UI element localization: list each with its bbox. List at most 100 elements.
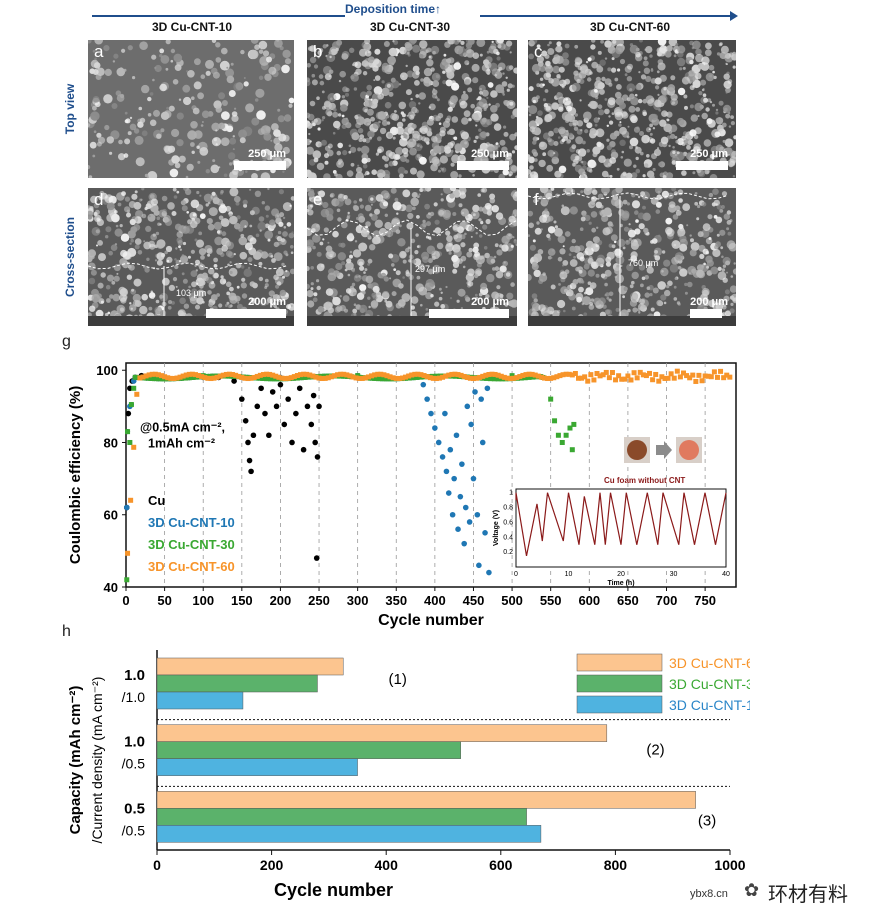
cnt10-marker	[486, 569, 492, 576]
cnt10-marker	[470, 475, 477, 482]
x-tick-label: 600	[578, 593, 600, 608]
cnt30-marker	[555, 432, 561, 438]
cnt60-marker	[341, 371, 347, 377]
cnt60-marker	[393, 375, 399, 381]
cnt60-marker	[594, 370, 600, 376]
x-tick-label: 100	[192, 593, 214, 608]
cnt60-marker	[535, 373, 541, 379]
x-tick-label: 600	[489, 857, 513, 873]
cu-marker	[250, 432, 257, 439]
cnt60-marker	[708, 374, 714, 380]
cnt60-marker	[483, 372, 489, 378]
cu-marker	[296, 385, 303, 392]
panel-g-tag: g	[62, 333, 71, 350]
watermark: ybx8.cn ✿ 环材有料	[690, 874, 870, 914]
cnt10-marker	[474, 511, 481, 518]
cnt60-marker	[233, 372, 239, 378]
cnt30-marker	[484, 375, 490, 381]
cnt10-marker	[435, 439, 442, 446]
cu-marker	[246, 457, 253, 464]
cnt60-marker	[656, 378, 662, 384]
cnt60-marker	[267, 371, 273, 377]
arrow-right-icon	[656, 441, 672, 459]
cnt60-marker	[449, 371, 455, 377]
cnt60-marker	[613, 377, 619, 383]
cnt60-marker	[226, 371, 232, 377]
cnt60-marker	[381, 372, 387, 378]
cnt30-marker	[298, 375, 304, 381]
group-current-label: /0.5	[122, 756, 146, 772]
inset-x-tick-label: 40	[722, 571, 730, 578]
cnt60-marker	[223, 371, 229, 377]
cnt30-marker	[128, 402, 134, 408]
x-tick-label: 450	[463, 593, 485, 608]
cnt60-marker	[548, 375, 554, 381]
cnt60-marker	[436, 375, 442, 381]
cnt30-marker	[487, 376, 493, 382]
cnt60-marker	[260, 372, 266, 378]
cnt60-marker	[640, 372, 646, 378]
cnt30-marker	[186, 375, 192, 381]
column-title-cnt60: 3D Cu-CNT-60	[589, 20, 670, 34]
cnt60-marker	[609, 370, 615, 376]
scale-bar-label: 250 μm	[248, 148, 286, 160]
cnt60-marker	[415, 371, 421, 377]
inset-y-axis-label: Voltage (V)	[493, 510, 500, 546]
cnt10-marker	[462, 504, 469, 511]
cnt60-marker	[180, 373, 186, 379]
inset-y-tick-label: 0.4	[503, 534, 513, 541]
cnt10-marker	[439, 454, 446, 460]
cnt30-marker	[509, 373, 515, 379]
legend-entry: Cu	[148, 493, 165, 508]
sem-panel-letter: f	[534, 190, 539, 209]
cnt30-marker	[563, 432, 569, 438]
cu-marker	[293, 410, 299, 417]
x-tick-label: 50	[157, 593, 171, 608]
x-tick-label: 400	[375, 857, 399, 873]
cnt10-marker	[442, 410, 448, 417]
scale-bar: 200 μm	[429, 296, 509, 318]
cnt60-marker	[489, 371, 495, 377]
x-tick-label: 200	[270, 593, 292, 608]
bar-cnt30	[156, 808, 527, 826]
column-title-cnt10: 3D Cu-CNT-10	[151, 20, 232, 34]
cnt60-marker	[375, 371, 381, 377]
cnt60-marker	[338, 371, 344, 377]
cnt60-marker	[727, 374, 733, 380]
cnt60-marker	[699, 378, 705, 384]
condition-annotation-line2: 1mAh cm⁻²	[148, 437, 215, 451]
cu-marker	[310, 392, 317, 399]
cnt60-marker	[378, 371, 384, 377]
cnt60-marker	[538, 374, 544, 380]
cnt60-marker	[714, 374, 720, 380]
sem-panel-letter: e	[313, 190, 323, 209]
y-axis-label: Coulombic efficiency (%)	[67, 386, 84, 564]
deposition-arrow	[92, 11, 738, 21]
cnt60-marker	[362, 375, 368, 381]
cnt60-marker	[579, 375, 585, 381]
cu-marker	[239, 396, 245, 402]
cnt60-marker	[322, 375, 328, 381]
cnt60-marker	[251, 374, 257, 380]
cnt60-marker	[680, 370, 686, 376]
legend-swatch	[576, 674, 663, 693]
cnt60-marker	[331, 373, 337, 379]
cnt60-marker	[430, 375, 436, 381]
scale-bar-line	[234, 161, 286, 170]
legend-entry: 3D Cu-CNT-30	[148, 537, 235, 552]
cnt60-marker	[433, 376, 439, 382]
cnt60-marker	[254, 373, 260, 379]
cnt10-marker	[466, 519, 473, 525]
cnt60-marker	[310, 373, 316, 379]
cnt60-marker	[643, 373, 649, 379]
cnt60-marker	[718, 368, 724, 374]
watermark-site: ybx8.cn	[690, 888, 728, 900]
scale-bar-line	[676, 161, 728, 170]
y-axis-label-capacity: Capacity (mAh cm⁻²)	[67, 686, 84, 835]
cnt60-marker	[214, 374, 220, 380]
cnt60-marker	[294, 373, 300, 379]
inset-x-tick-label: 10	[565, 571, 573, 578]
cnt30-marker	[571, 421, 577, 427]
column-title-cnt30: 3D Cu-CNT-30	[369, 20, 450, 34]
cnt60-marker	[480, 373, 486, 379]
